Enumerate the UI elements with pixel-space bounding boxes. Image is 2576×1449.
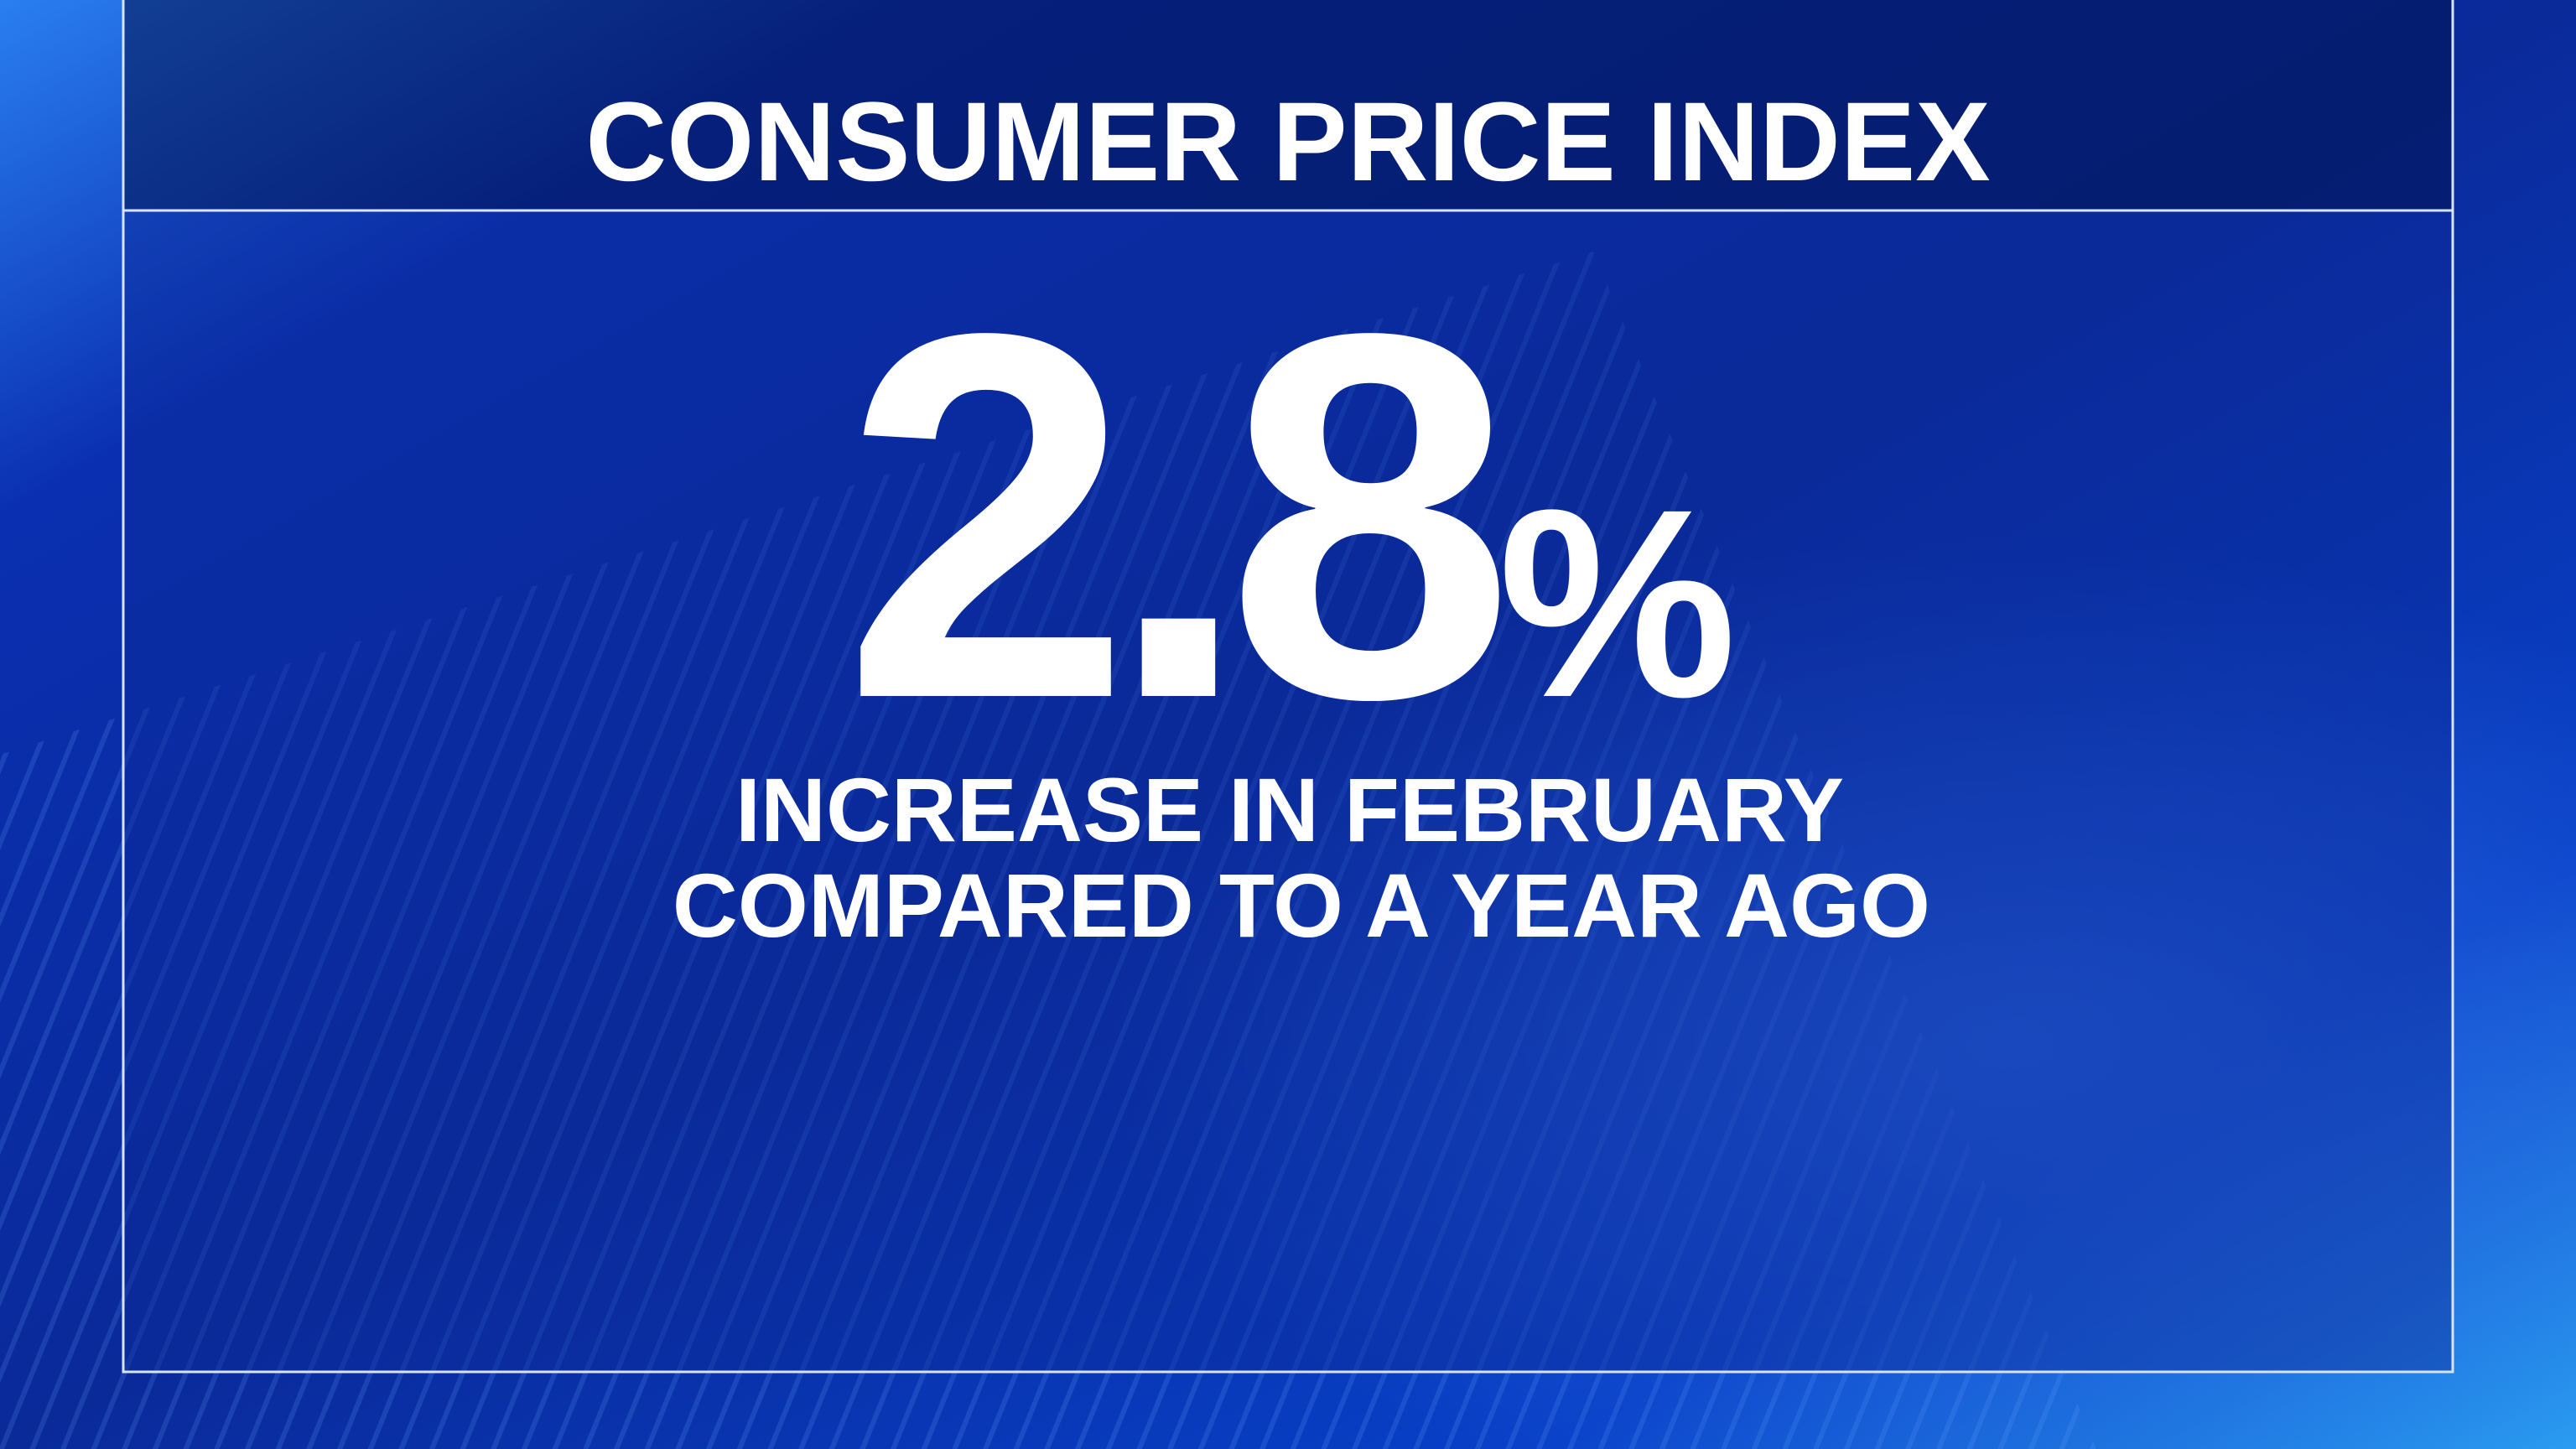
caption-line: COMPARED TO A YEAR AGO <box>673 854 1930 956</box>
figure-unit: % <box>1498 453 1737 753</box>
title-band <box>123 0 2453 210</box>
figure-number: 2.8 <box>843 226 1502 807</box>
title: CONSUMER PRICE INDEX <box>585 80 1990 205</box>
figure: 2.8% <box>843 226 1737 807</box>
caption-line: INCREASE IN FEBRUARY <box>735 759 1844 860</box>
panel <box>122 209 2454 1374</box>
